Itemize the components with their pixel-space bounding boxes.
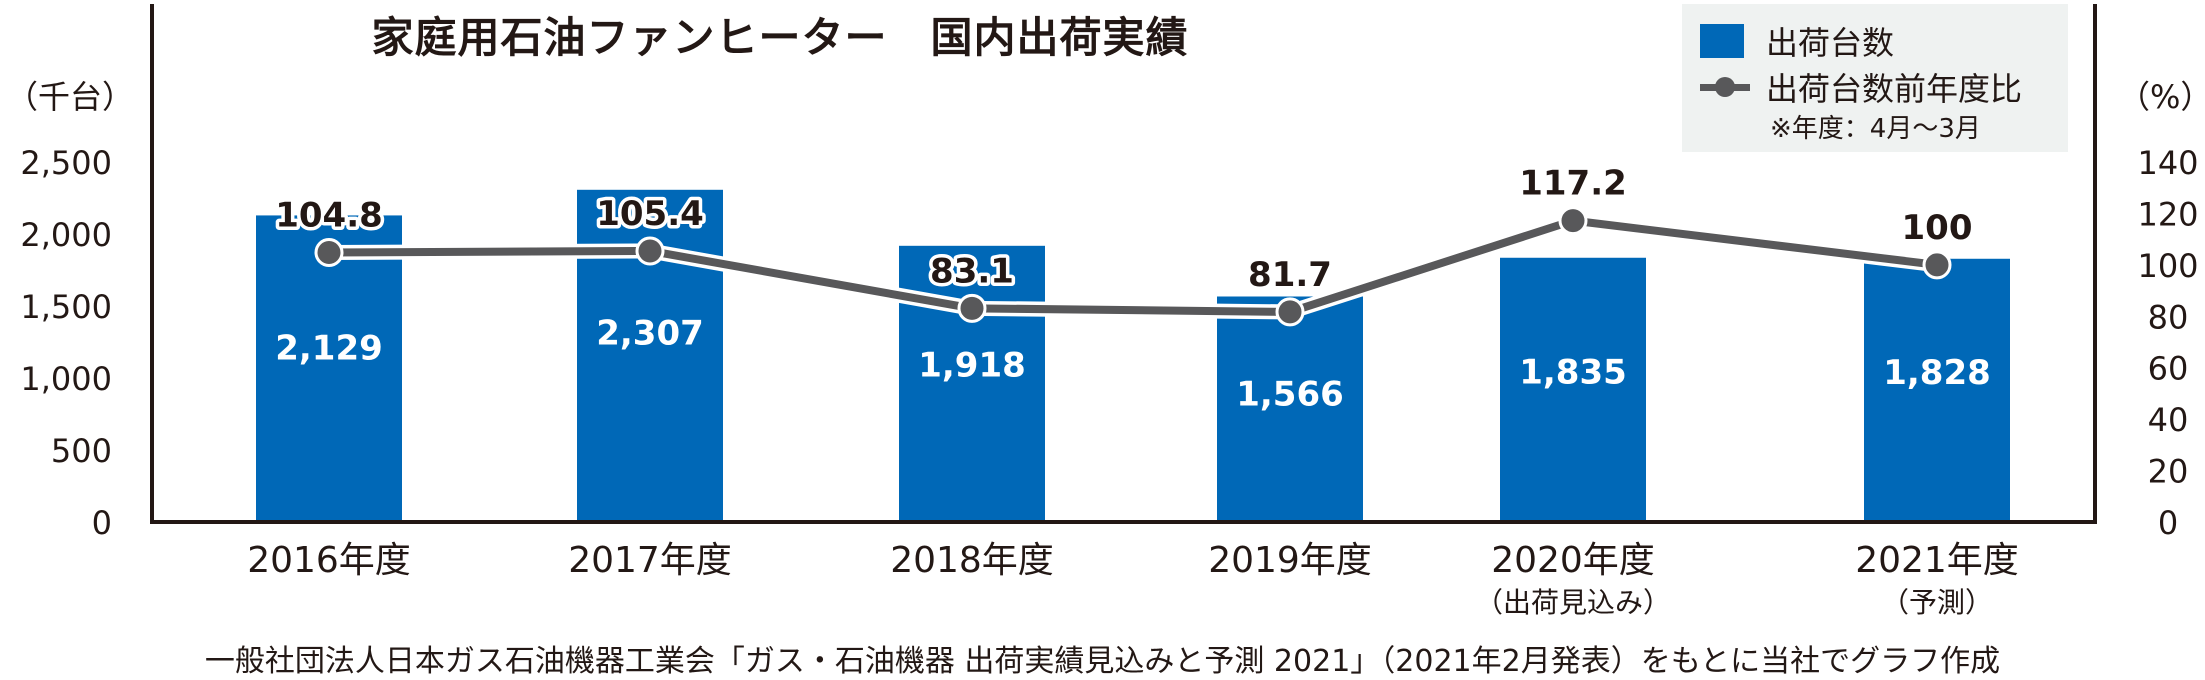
- right-tick-label: 80: [2148, 298, 2189, 336]
- legend-bar-label: 出荷台数: [1766, 24, 1895, 62]
- legend: 出荷台数 出荷台数前年度比 ※年度：4月～3月: [1682, 4, 2068, 152]
- bar-value-label: 1,835: [1519, 352, 1627, 392]
- line-point: [1558, 206, 1588, 236]
- x-category-label: 2018年度: [890, 540, 1054, 581]
- x-category-note: （予測）: [1881, 586, 1993, 619]
- left-tick-label: 500: [51, 432, 112, 470]
- bar-value-label: 1,918: [918, 346, 1026, 386]
- line-value-label: 83.1: [930, 251, 1014, 291]
- left-tick-label: 2,500: [20, 144, 112, 182]
- bar-value-label: 1,828: [1883, 353, 1991, 393]
- left-tick-label: 1,500: [20, 288, 112, 326]
- left-tick-label: 0: [92, 504, 112, 542]
- right-tick-label: 120: [2137, 195, 2198, 233]
- line-series: [328, 216, 1938, 316]
- bar: [899, 245, 1045, 523]
- bar-value-label: 2,129: [275, 328, 383, 368]
- source-note: 一般社団法人日本ガス石油機器工業会「ガス・石油機器 出荷実績見込みと予測 202…: [204, 644, 2001, 679]
- chart-title: 家庭用石油ファンヒーター 国内出荷実績: [371, 13, 1189, 62]
- x-category-label: 2021年度: [1855, 540, 2019, 581]
- right-tick-label: 0: [2158, 504, 2178, 542]
- line-value-label: 117.2: [1519, 164, 1627, 204]
- right-tick-label: 40: [2148, 401, 2189, 439]
- right-tick-label: 20: [2148, 453, 2189, 491]
- line-point: [1922, 250, 1952, 280]
- line-point: [957, 293, 987, 323]
- line-value-label: 105.4: [596, 194, 704, 234]
- legend-item-line: 出荷台数前年度比: [1700, 64, 2022, 110]
- bar: [1500, 257, 1646, 522]
- bar-value-label: 2,307: [596, 314, 704, 354]
- line-point: [1275, 297, 1305, 327]
- legend-note: ※年度：4月～3月: [1770, 114, 1981, 144]
- x-category-label: 2019年度: [1208, 540, 1372, 581]
- left-tick-label: 1,000: [20, 360, 112, 398]
- x-category-label: 2016年度: [247, 540, 411, 581]
- left-tick-label: 2,000: [20, 216, 112, 254]
- x-category-label: 2017年度: [568, 540, 732, 581]
- bar: [1217, 296, 1363, 522]
- line-point: [314, 238, 344, 268]
- right-tick-label: 140: [2137, 144, 2198, 182]
- line-value-label: 81.7: [1248, 255, 1332, 295]
- line-point: [635, 236, 665, 266]
- legend-line-label: 出荷台数前年度比: [1766, 70, 2023, 108]
- legend-line-marker: [1700, 70, 1750, 104]
- line-value-label: 104.8: [275, 196, 383, 236]
- x-category-note: （出荷見込み）: [1475, 586, 1671, 619]
- right-axis-unit: （%）: [2118, 78, 2205, 116]
- x-category-label: 2020年度: [1491, 540, 1655, 581]
- legend-bar-swatch: [1700, 24, 1744, 58]
- right-tick-label: 100: [2137, 247, 2198, 285]
- bar: [1864, 258, 2010, 522]
- bar-value-label: 1,566: [1236, 374, 1344, 414]
- left-axis-unit: （千台）: [6, 78, 135, 116]
- legend-item-bar: 出荷台数: [1700, 18, 1894, 64]
- line-value-label: 100: [1902, 208, 1973, 248]
- right-tick-label: 60: [2148, 350, 2189, 388]
